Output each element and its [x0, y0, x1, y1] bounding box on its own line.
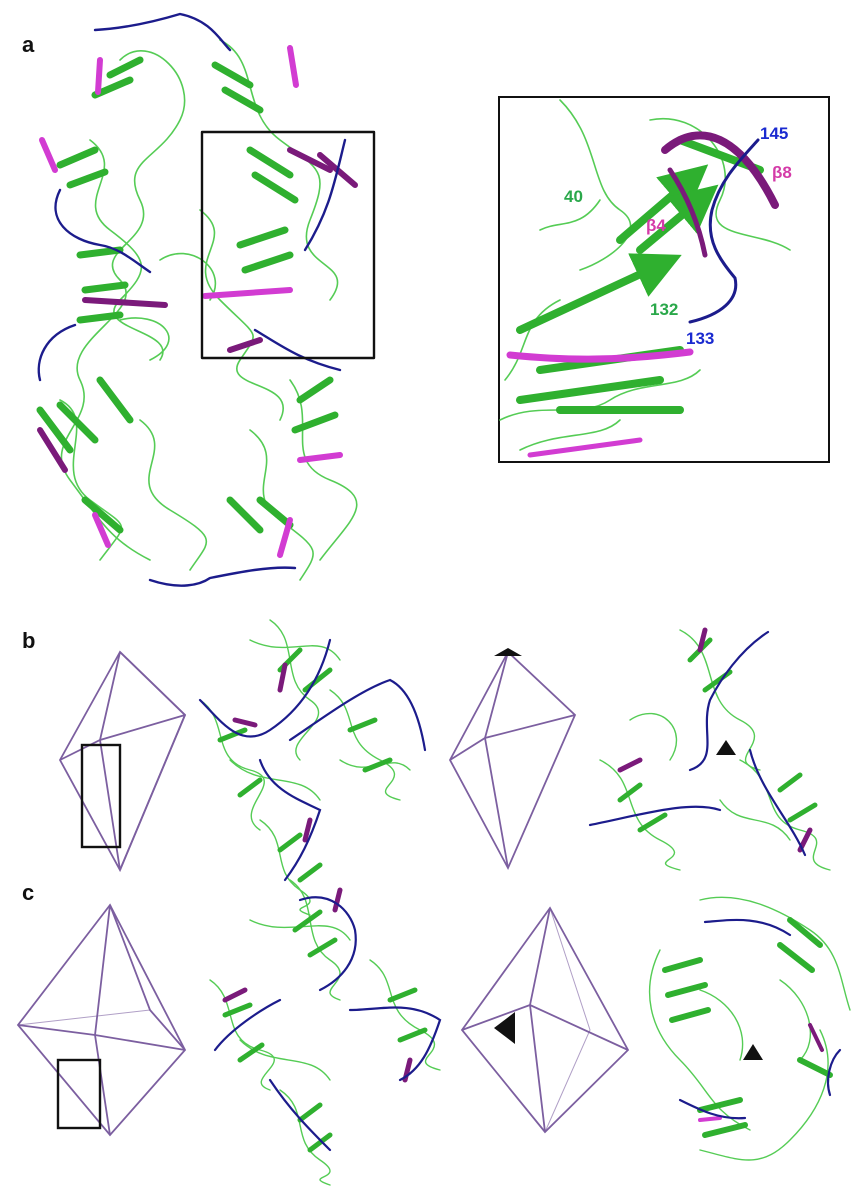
triangle-marker-icon: [743, 1044, 763, 1060]
beta-strands-a: [36, 56, 339, 534]
bipyramid-wireframe-b1: [58, 650, 187, 873]
selection-box-c: [56, 1058, 102, 1130]
triangle-marker-icon: [494, 1012, 515, 1044]
protein-3fold-view-c: [648, 896, 851, 1161]
label-beta8: β8: [772, 163, 792, 182]
panel-letter-b: b: [22, 628, 36, 653]
label-res-132: 132: [650, 300, 678, 319]
purple-strands-a: [37, 147, 358, 473]
navy-termini-a: [37, 12, 347, 587]
inset-zoom-panel: 145 β8 40 β4 132 133: [498, 96, 830, 463]
label-res-133: 133: [686, 329, 714, 348]
octahedron-wireframe-c2: [460, 906, 630, 1134]
panel-letter-a: a: [22, 32, 35, 57]
panel-letter-c: c: [22, 880, 35, 905]
octahedron-wireframe-c1: [16, 903, 187, 1137]
protein-3fold-view-b: [588, 627, 831, 871]
loop-coils-a: [59, 39, 358, 581]
selection-box-a: [200, 130, 376, 360]
protein-cage-structure-a: [36, 12, 376, 587]
selection-box-b: [80, 743, 122, 849]
label-beta4: β4: [646, 216, 666, 235]
protein-4fold-view-c: [209, 879, 442, 1186]
bipyramid-wireframe-b2: [448, 648, 577, 871]
triangle-marker-icon: [716, 740, 736, 755]
magenta-strands-a: [39, 45, 343, 558]
protein-4fold-view-b: [198, 619, 427, 916]
label-res-145: 145: [760, 124, 788, 143]
triangle-marker-icon: [494, 648, 522, 656]
label-res-40: 40: [564, 187, 583, 206]
